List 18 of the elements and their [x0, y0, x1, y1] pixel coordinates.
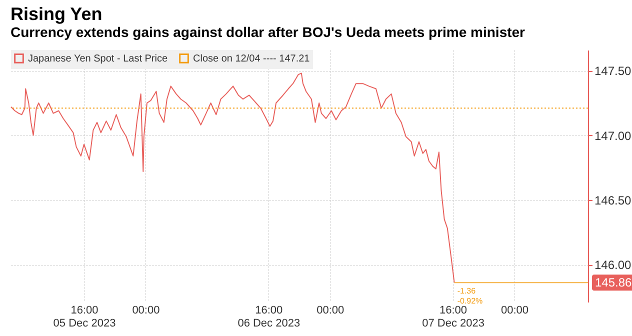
y-tick-label: 147.00 — [594, 128, 632, 143]
line-series — [10, 72, 455, 284]
x-tick-label: 00:00 — [500, 304, 529, 316]
ref-line-label: 145.86 — [595, 276, 632, 290]
y-tick-label: 146.50 — [594, 193, 632, 208]
y-tick-label: 146.00 — [594, 258, 632, 272]
x-tick-label: 00:00 — [316, 304, 344, 316]
chart-title: Rising Yen — [10, 4, 102, 24]
annotation: -1.36 — [457, 286, 476, 296]
chart-subtitle: Currency extends gains against dollar after BOJ's Ueda meets prime minister — [10, 24, 526, 40]
x-tick-label: 16:00 05 Dec 2023 — [53, 304, 116, 330]
x-tick-label: 16:00 06 Dec 2023 — [238, 304, 300, 330]
legend-label: Japanese Yen Spot - Last Price — [28, 53, 168, 64]
legend-label: Close on 12/04 ---- 147.21 — [193, 53, 310, 64]
y-tick-label: 147.50 — [594, 64, 632, 78]
annotation: -0.92% — [457, 296, 483, 306]
x-tick-label: 16:00 07 Dec 2023 — [422, 304, 484, 330]
x-tick-label: 00:00 — [132, 304, 160, 316]
